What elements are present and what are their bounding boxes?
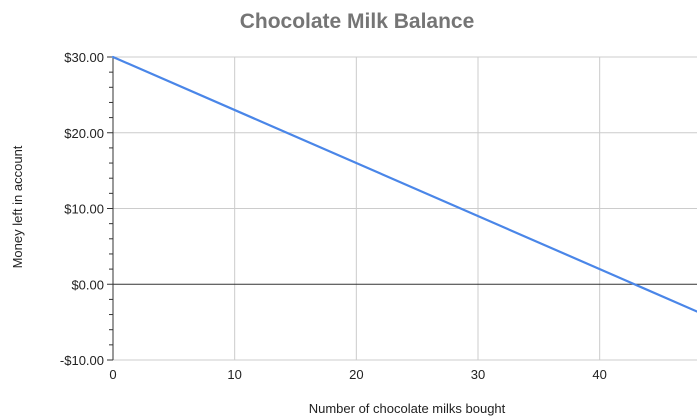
y-tick-label: $0.00	[71, 277, 104, 292]
y-tick-label: $10.00	[64, 202, 104, 217]
x-tick-label: 20	[349, 367, 363, 382]
tick-labels: $30.00 $20.00 $10.00 $0.00 -$10.00 0 10 20 30 40	[60, 50, 607, 382]
x-tick-label: 0	[109, 367, 116, 382]
plot-area	[111, 55, 697, 313]
y-tick-label: -$10.00	[60, 353, 104, 368]
x-axis-label: Number of chocolate milks bought	[309, 401, 506, 416]
x-tick-label: 40	[592, 367, 606, 382]
y-axis-label: Money left in account	[10, 145, 25, 268]
chart-title: Chocolate Milk Balance	[240, 10, 475, 33]
series-line	[111, 55, 697, 313]
x-tick-label: 30	[471, 367, 485, 382]
axes	[107, 56, 697, 361]
gridlines	[113, 56, 697, 361]
y-tick-label: $20.00	[64, 126, 104, 141]
x-tick-label: 10	[227, 367, 241, 382]
y-tick-label: $30.00	[64, 50, 104, 65]
